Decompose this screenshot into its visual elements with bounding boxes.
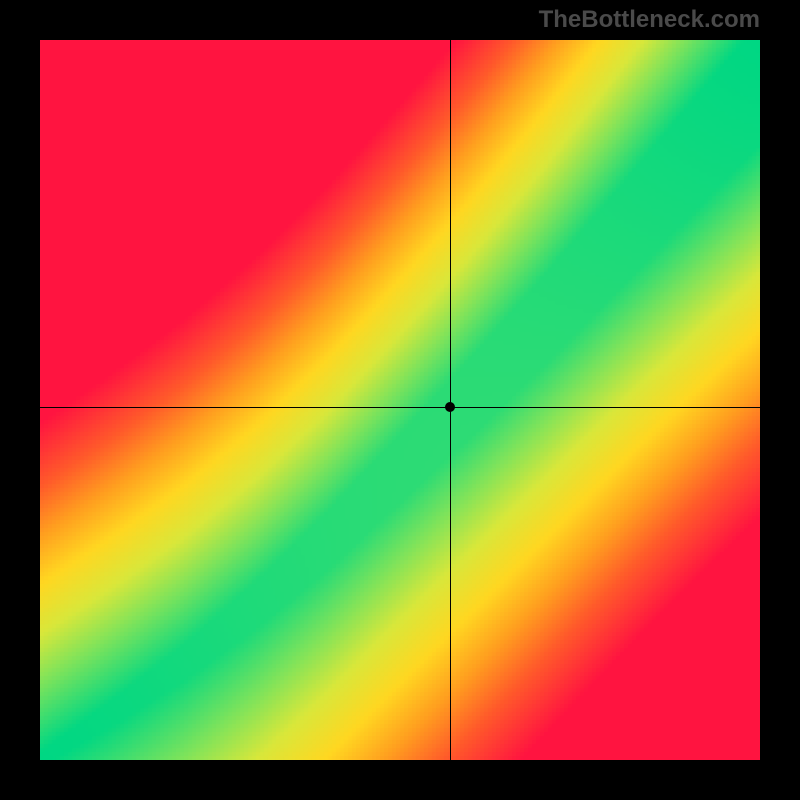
heatmap-canvas bbox=[40, 40, 760, 760]
attribution-text: TheBottleneck.com bbox=[539, 6, 760, 34]
heatmap-plot-area bbox=[40, 40, 760, 760]
crosshair-horizontal-line bbox=[40, 407, 760, 408]
crosshair-vertical-line bbox=[450, 40, 451, 760]
chart-frame: TheBottleneck.com bbox=[0, 0, 800, 800]
crosshair-marker-dot bbox=[445, 402, 455, 412]
